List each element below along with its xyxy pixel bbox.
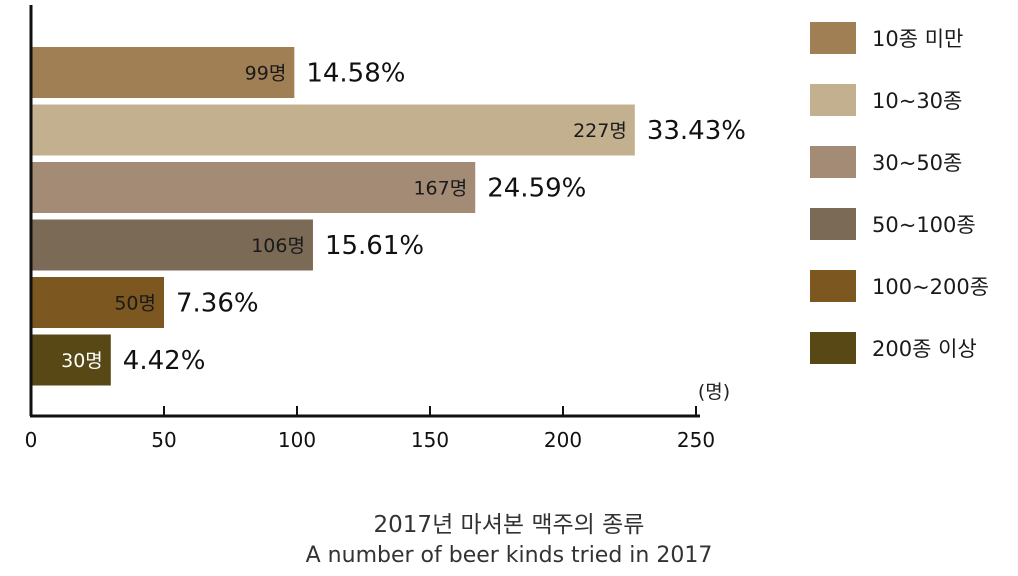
bar-percent-label-2: 24.59% (487, 174, 586, 204)
legend-label-1: 10~30종 (872, 89, 963, 113)
x-axis-unit-label: (명) (698, 381, 730, 403)
legend-swatch-2 (810, 146, 856, 178)
legend-swatch-5 (810, 332, 856, 364)
x-tick-label-4: 200 (544, 428, 582, 452)
legend-label-0: 10종 미만 (872, 27, 964, 51)
legend-label-4: 100~200종 (872, 275, 990, 299)
bar-count-label-1: 227명 (573, 120, 627, 142)
x-tick-label-2: 100 (278, 428, 316, 452)
chart-caption-english: A number of beer kinds tried in 2017 (305, 543, 713, 568)
bar-count-label-5: 30명 (61, 350, 103, 372)
legend-item-0: 10종 미만 (810, 22, 1010, 54)
legend-item-1: 10~30종 (810, 84, 1010, 116)
bar-percent-label-3: 15.61% (325, 231, 424, 261)
x-ticks-group: 0 50 100 150 200 250 (25, 406, 715, 452)
legend-item-5: 200종 이상 (810, 332, 1010, 364)
legend-swatch-4 (810, 270, 856, 302)
legend-swatch-1 (810, 84, 856, 116)
bar-5 (31, 334, 111, 386)
bar-count-label-4: 50명 (114, 293, 156, 315)
bar-chart: 99명 14.58% 227명 33.43% 167명 24.59% 106명 15.61% 5… (25, 5, 746, 452)
legend-label-5: 200종 이상 (872, 337, 977, 361)
x-tick-label-0: 0 (25, 428, 38, 452)
legend: 10종 미만 10~30종 30~50종 50~100종 100~200종 200종 이상 (810, 22, 1010, 394)
legend-item-4: 100~200종 (810, 270, 1010, 302)
bar-4 (31, 277, 164, 328)
bar-3 (31, 219, 313, 271)
x-tick-label-5: 250 (677, 428, 715, 452)
x-tick-label-1: 50 (151, 428, 176, 452)
legend-swatch-3 (810, 208, 856, 240)
bar-count-label-0: 99명 (245, 63, 287, 85)
bar-percent-label-5: 4.42% (123, 346, 206, 376)
bar-percent-label-0: 14.58% (306, 59, 405, 89)
x-tick-label-3: 150 (411, 428, 449, 452)
bars-group: 99명 14.58% 227명 33.43% 167명 24.59% 106명 15.61% 5… (31, 47, 746, 386)
bar-count-label-2: 167명 (413, 178, 467, 200)
legend-item-2: 30~50종 (810, 146, 1010, 178)
legend-swatch-0 (810, 22, 856, 54)
legend-label-3: 50~100종 (872, 213, 976, 237)
bar-0 (31, 47, 295, 98)
bar-2 (31, 162, 476, 213)
bar-count-label-3: 106명 (251, 235, 305, 257)
bar-percent-label-1: 33.43% (647, 116, 746, 146)
bar-1 (31, 104, 635, 156)
legend-item-3: 50~100종 (810, 208, 1010, 240)
legend-label-2: 30~50종 (872, 151, 963, 175)
bar-percent-label-4: 7.36% (176, 289, 259, 319)
chart-caption-korean: 2017년 마셔본 맥주의 종류 (373, 512, 645, 538)
